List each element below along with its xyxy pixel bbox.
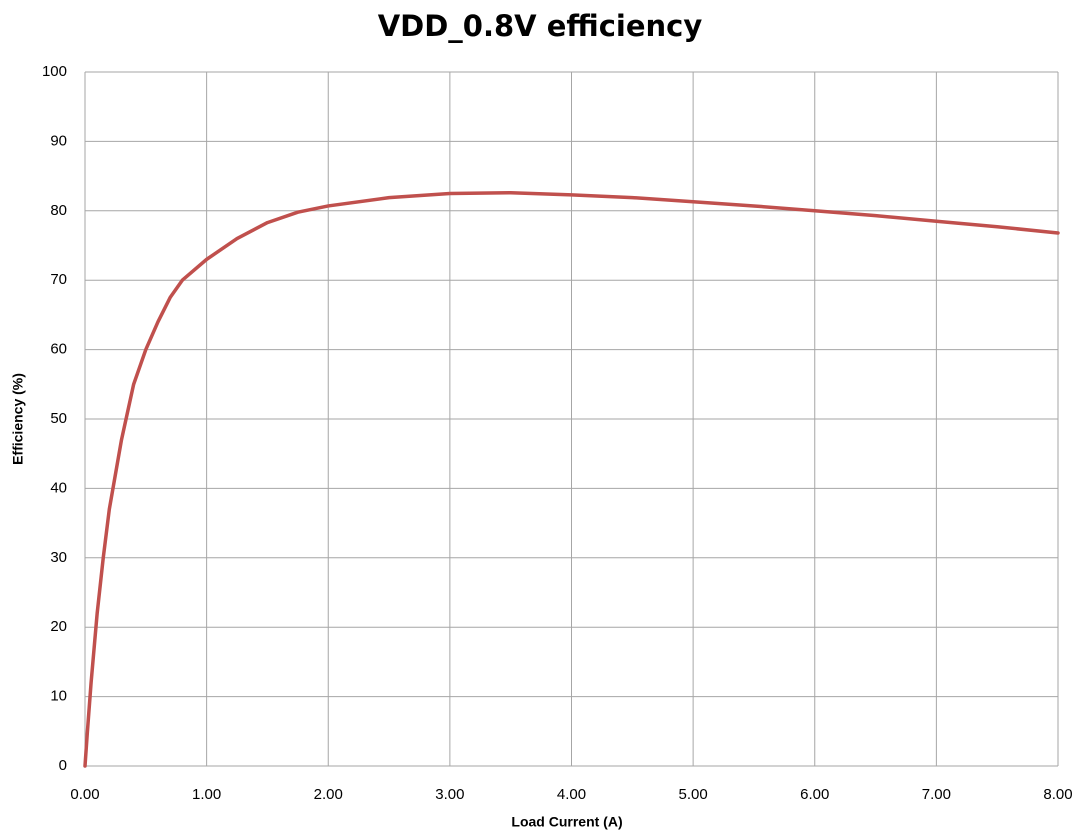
y-tick-label: 50	[50, 410, 67, 427]
x-tick-label: 0.00	[70, 786, 99, 803]
y-tick-label: 90	[50, 132, 67, 149]
x-tick-label: 8.00	[1043, 786, 1072, 803]
y-tick-label: 60	[50, 341, 67, 358]
y-axis-title: Efficiency (%)	[10, 373, 26, 465]
x-tick-label: 1.00	[192, 786, 221, 803]
chart-title: VDD_0.8V efficiency	[378, 9, 703, 43]
y-tick-label: 80	[50, 202, 67, 219]
y-tick-label: 40	[50, 479, 67, 496]
y-tick-label: 30	[50, 549, 67, 566]
x-tick-label: 6.00	[800, 786, 829, 803]
x-tick-label: 7.00	[922, 786, 951, 803]
y-tick-label: 20	[50, 618, 67, 635]
x-tick-label: 5.00	[679, 786, 708, 803]
y-tick-label: 70	[50, 271, 67, 288]
data-line	[83, 191, 1060, 768]
x-axis-title: Load Current (A)	[511, 814, 622, 830]
x-tick-label: 4.00	[557, 786, 586, 803]
x-tick-label: 3.00	[435, 786, 464, 803]
y-tick-label: 10	[50, 688, 67, 705]
x-tick-label: 2.00	[314, 786, 343, 803]
y-tick-label: 0	[59, 757, 67, 774]
y-tick-label: 100	[42, 63, 67, 80]
